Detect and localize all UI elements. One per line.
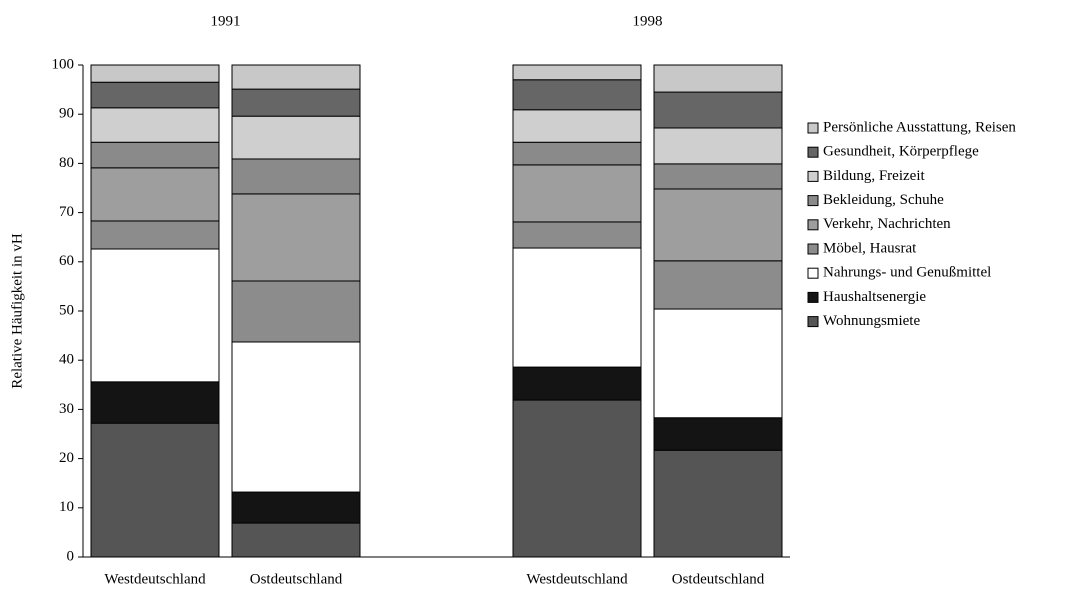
y-tick-label: 70: [59, 204, 74, 220]
legend-label: Möbel, Hausrat: [823, 240, 917, 256]
bar-segment: [653, 163, 783, 190]
legend-swatch: [807, 122, 819, 134]
bar-segment: [653, 91, 783, 129]
bar-segment: [653, 449, 783, 558]
bar-segment: [231, 115, 361, 160]
y-tick-label: 60: [59, 253, 74, 269]
y-tick-label: 0: [67, 548, 75, 564]
bar-segment: [653, 417, 783, 451]
bar-segment: [90, 81, 220, 109]
bar-segment: [231, 341, 361, 493]
bar-segment: [231, 280, 361, 343]
bar-segment: [653, 188, 783, 262]
legend-swatch: [807, 219, 819, 231]
legend-swatch: [807, 243, 819, 255]
bar-segment: [90, 167, 220, 222]
bar-segment: [512, 366, 642, 401]
bar-segment: [512, 79, 642, 111]
bar-segment: [90, 64, 220, 83]
x-tick-label: Westdeutschland: [526, 571, 628, 587]
x-tick-label: Ostdeutschland: [250, 571, 343, 587]
legend-swatch: [807, 146, 819, 158]
legend-swatch: [807, 291, 819, 303]
y-tick-label: 90: [59, 106, 74, 122]
bar-segment: [653, 127, 783, 165]
group-label: 1991: [211, 13, 241, 29]
bar-segment: [231, 64, 361, 90]
y-tick-label: 40: [59, 352, 74, 368]
y-tick-label: 50: [59, 302, 74, 318]
y-tick-label: 10: [59, 499, 74, 515]
bar-segment: [512, 109, 642, 143]
y-tick-label: 20: [59, 450, 74, 466]
x-tick-label: Ostdeutschland: [672, 571, 765, 587]
bar-segment: [512, 221, 642, 249]
y-tick-label: 100: [52, 56, 75, 72]
x-tick-label: Westdeutschland: [104, 571, 206, 587]
legend-label: Bildung, Freizeit: [823, 168, 925, 184]
bar-segment: [90, 422, 220, 558]
legend-label: Gesundheit, Körperpflege: [823, 144, 979, 160]
bar-segment: [90, 220, 220, 250]
legend-label: Persönliche Ausstattung, Reisen: [823, 119, 1016, 135]
legend-label: Bekleidung, Schuhe: [823, 192, 944, 208]
legend-swatch: [807, 316, 819, 328]
y-tick-label: 30: [59, 401, 74, 417]
legend-swatch: [807, 170, 819, 182]
bar-segment: [653, 308, 783, 419]
bar-segment: [231, 158, 361, 195]
bar-segment: [231, 88, 361, 117]
bar-segment: [231, 522, 361, 558]
legend-label: Haushaltsenergie: [823, 289, 926, 305]
bar-segment: [512, 64, 642, 81]
group-label: 1998: [633, 13, 663, 29]
bar-segment: [231, 491, 361, 524]
bar-segment: [90, 141, 220, 169]
y-tick-label: 80: [59, 155, 74, 171]
bar-segment: [231, 193, 361, 282]
bar-segment: [512, 247, 642, 368]
bar-segment: [90, 107, 220, 143]
bar-segment: [653, 64, 783, 93]
bar-segment: [512, 399, 642, 558]
bar-segment: [512, 164, 642, 223]
legend-swatch: [807, 195, 819, 207]
bar-segment: [90, 381, 220, 424]
y-axis-label: Relative Häufigkeit in vH: [9, 233, 25, 389]
bar-segment: [653, 260, 783, 310]
bar-segment: [512, 141, 642, 166]
legend-swatch: [807, 267, 819, 279]
legend-label: Wohnungsmiete: [823, 313, 920, 329]
legend-label: Nahrungs- und Genußmittel: [823, 265, 991, 281]
bar-segment: [90, 248, 220, 383]
legend-label: Verkehr, Nachrichten: [823, 216, 951, 232]
